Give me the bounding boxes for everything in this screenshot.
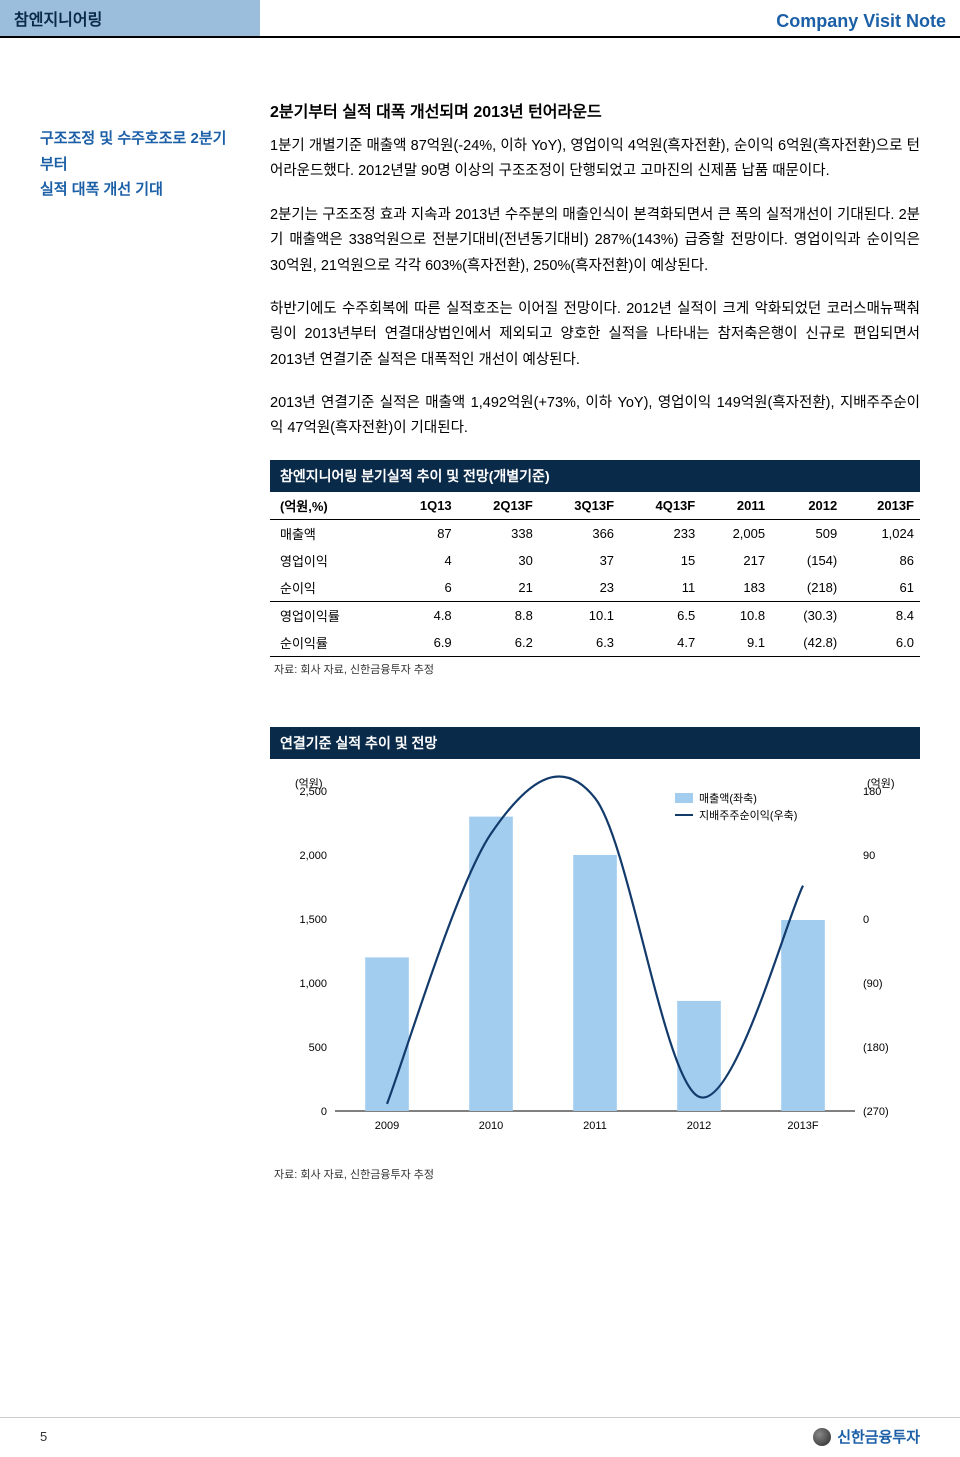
table-col: 2Q13F xyxy=(458,492,539,520)
table-cell: 6.9 xyxy=(389,629,458,657)
svg-text:2010: 2010 xyxy=(479,1120,503,1132)
table-unit-label: (억원,%) xyxy=(270,492,389,520)
chart-source: 자료: 회사 자료, 신한금융투자 추정 xyxy=(270,1160,920,1182)
table-cell: (154) xyxy=(771,547,843,574)
table-col: 1Q13 xyxy=(389,492,458,520)
brand-block: 신한금융투자 xyxy=(813,1418,920,1447)
svg-text:1,000: 1,000 xyxy=(299,978,327,990)
table-col: 2013F xyxy=(843,492,920,520)
table-cell: 87 xyxy=(389,519,458,547)
body-paragraph: 1분기 개별기준 매출액 87억원(-24%, 이하 YoY), 영업이익 4억… xyxy=(270,134,920,185)
table-cell: 2,005 xyxy=(701,519,771,547)
company-name: 참엔지니어링 xyxy=(0,0,260,36)
svg-text:2012: 2012 xyxy=(687,1120,711,1132)
table-row-label: 순이익 xyxy=(270,574,389,602)
quarterly-table: (억원,%) 1Q13 2Q13F 3Q13F 4Q13F 2011 2012 … xyxy=(270,492,920,657)
brand-name: 신한금융투자 xyxy=(837,1426,920,1447)
table-cell: 8.4 xyxy=(843,601,920,629)
table-cell: 6.0 xyxy=(843,629,920,657)
svg-text:2009: 2009 xyxy=(375,1120,399,1132)
page-footer: 5 신한금융투자 xyxy=(0,1417,960,1447)
table-cell: 1,024 xyxy=(843,519,920,547)
svg-text:(90): (90) xyxy=(863,978,883,990)
svg-text:(270): (270) xyxy=(863,1106,889,1118)
table-cell: 6.2 xyxy=(458,629,539,657)
table-cell: 86 xyxy=(843,547,920,574)
svg-text:2013F: 2013F xyxy=(787,1120,818,1132)
table-cell: 6.3 xyxy=(539,629,620,657)
table-cell: 6 xyxy=(389,574,458,602)
table-cell: 6.5 xyxy=(620,601,701,629)
svg-text:지배주주순이익(우축): 지배주주순이익(우축) xyxy=(699,809,797,822)
table-cell: 183 xyxy=(701,574,771,602)
table-cell: 21 xyxy=(458,574,539,602)
svg-text:2,500: 2,500 xyxy=(299,786,327,798)
body-paragraph: 2분기는 구조조정 효과 지속과 2013년 수주분의 매출인식이 본격화되면서… xyxy=(270,203,920,279)
quarterly-table-box: 참엔지니어링 분기실적 추이 및 전망(개별기준) (억원,%) 1Q13 2Q… xyxy=(270,460,920,677)
table-cell: (218) xyxy=(771,574,843,602)
table-cell: 23 xyxy=(539,574,620,602)
chart-title: 연결기준 실적 추이 및 전망 xyxy=(270,727,920,759)
table-col: 2012 xyxy=(771,492,843,520)
table-cell: 4 xyxy=(389,547,458,574)
table-cell: (42.8) xyxy=(771,629,843,657)
table-col: 2011 xyxy=(701,492,771,520)
brand-logo-icon xyxy=(813,1428,831,1446)
svg-text:0: 0 xyxy=(321,1106,327,1118)
table-cell: 30 xyxy=(458,547,539,574)
table-cell: 10.8 xyxy=(701,601,771,629)
svg-text:매출액(좌축): 매출액(좌축) xyxy=(699,792,757,805)
table-row-label: 순이익률 xyxy=(270,629,389,657)
page-number: 5 xyxy=(40,1421,47,1444)
table-cell: 4.8 xyxy=(389,601,458,629)
table-title: 참엔지니어링 분기실적 추이 및 전망(개별기준) xyxy=(270,460,920,492)
summary-line: 구조조정 및 수주호조로 2분기부터 xyxy=(40,126,240,177)
header-bar: 참엔지니어링 Company Visit Note xyxy=(0,0,960,38)
svg-text:180: 180 xyxy=(863,786,881,798)
table-cell: 11 xyxy=(620,574,701,602)
body-column: 2분기부터 실적 대폭 개선되며 2013년 턴어라운드 1분기 개별기준 매출… xyxy=(260,98,920,1182)
table-row-label: 영업이익 xyxy=(270,547,389,574)
svg-text:(180): (180) xyxy=(863,1042,889,1054)
table-cell: 233 xyxy=(620,519,701,547)
table-cell: 15 xyxy=(620,547,701,574)
chart-body: (억원)(억원)매출액(좌축)지배주주순이익(우축)05001,0001,500… xyxy=(270,759,920,1160)
table-cell: (30.3) xyxy=(771,601,843,629)
table-col: 4Q13F xyxy=(620,492,701,520)
table-cell: 217 xyxy=(701,547,771,574)
table-cell: 61 xyxy=(843,574,920,602)
report-type: Company Visit Note xyxy=(776,7,960,36)
table-cell: 509 xyxy=(771,519,843,547)
table-cell: 366 xyxy=(539,519,620,547)
svg-text:2011: 2011 xyxy=(583,1120,607,1132)
table-cell: 10.1 xyxy=(539,601,620,629)
header-spacer xyxy=(260,0,776,36)
svg-text:90: 90 xyxy=(863,850,875,862)
svg-text:1,500: 1,500 xyxy=(299,914,327,926)
table-row-label: 영업이익률 xyxy=(270,601,389,629)
table-row-label: 매출액 xyxy=(270,519,389,547)
table-cell: 4.7 xyxy=(620,629,701,657)
table-cell: 9.1 xyxy=(701,629,771,657)
section-heading: 2분기부터 실적 대폭 개선되며 2013년 턴어라운드 xyxy=(270,98,920,122)
table-source: 자료: 회사 자료, 신한금융투자 추정 xyxy=(270,657,920,677)
svg-text:0: 0 xyxy=(863,914,869,926)
consolidated-chart-box: 연결기준 실적 추이 및 전망 (억원)(억원)매출액(좌축)지배주주순이익(우… xyxy=(270,727,920,1182)
body-paragraph: 하반기에도 수주회복에 따른 실적호조는 이어질 전망이다. 2012년 실적이… xyxy=(270,297,920,373)
svg-text:500: 500 xyxy=(309,1042,327,1054)
table-cell: 338 xyxy=(458,519,539,547)
body-paragraph: 2013년 연결기준 실적은 매출액 1,492억원(+73%, 이하 YoY)… xyxy=(270,391,920,442)
sidebar-summary: 구조조정 및 수주호조로 2분기부터 실적 대폭 개선 기대 xyxy=(0,98,260,1182)
svg-text:2,000: 2,000 xyxy=(299,850,327,862)
table-col: 3Q13F xyxy=(539,492,620,520)
main-content: 구조조정 및 수주호조로 2분기부터 실적 대폭 개선 기대 2분기부터 실적 … xyxy=(0,38,960,1182)
summary-line: 실적 대폭 개선 기대 xyxy=(40,177,240,203)
table-cell: 8.8 xyxy=(458,601,539,629)
chart-svg: (억원)(억원)매출액(좌축)지배주주순이익(우축)05001,0001,500… xyxy=(280,771,910,1151)
table-cell: 37 xyxy=(539,547,620,574)
